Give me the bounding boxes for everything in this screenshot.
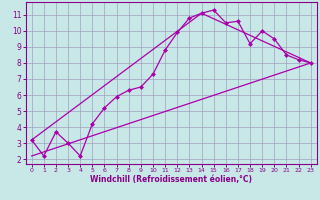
X-axis label: Windchill (Refroidissement éolien,°C): Windchill (Refroidissement éolien,°C) (90, 175, 252, 184)
